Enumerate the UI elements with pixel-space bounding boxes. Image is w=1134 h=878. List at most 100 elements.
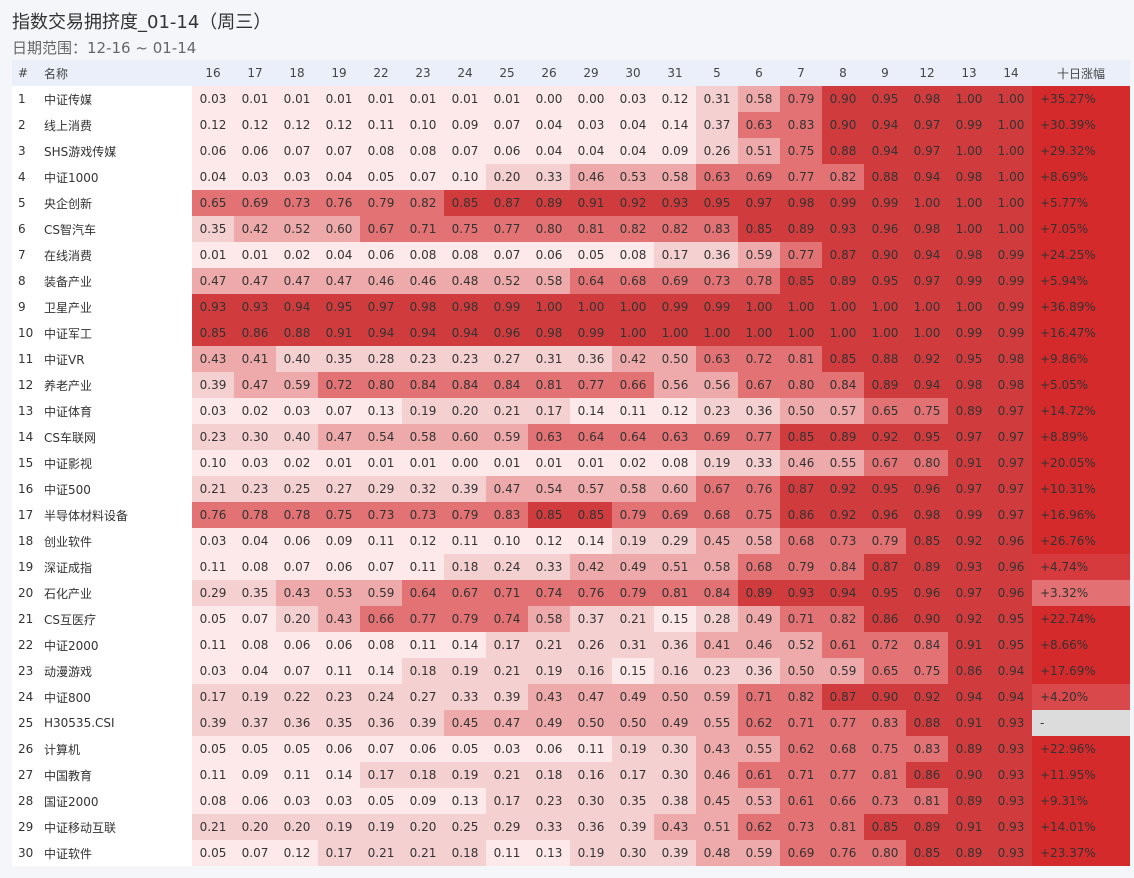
heatmap-cell: 0.41 xyxy=(696,632,738,658)
heatmap-cell: 0.64 xyxy=(570,268,612,294)
heatmap-cell: 1.00 xyxy=(696,320,738,346)
heatmap-cell: 0.43 xyxy=(276,580,318,606)
ten-day-change: +5.05% xyxy=(1032,372,1130,398)
heatmap-cell: 0.05 xyxy=(360,164,402,190)
heatmap-cell: 0.01 xyxy=(360,450,402,476)
heatmap-cell: 0.94 xyxy=(360,320,402,346)
heatmap-cell: 0.36 xyxy=(738,398,780,424)
heatmap-cell: 0.07 xyxy=(234,840,276,866)
heatmap-cell: 0.01 xyxy=(528,450,570,476)
heatmap-cell: 0.39 xyxy=(612,814,654,840)
heatmap-cell: 0.67 xyxy=(444,580,486,606)
heatmap-cell: 0.82 xyxy=(780,684,822,710)
heatmap-cell: 0.93 xyxy=(234,294,276,320)
row-index: 21 xyxy=(12,606,44,632)
heatmap-cell: 0.97 xyxy=(738,190,780,216)
heatmap-cell: 0.93 xyxy=(990,762,1032,788)
heatmap-cell: 0.94 xyxy=(990,684,1032,710)
heatmap-cell: 0.80 xyxy=(780,372,822,398)
row-index: 17 xyxy=(12,502,44,528)
heatmap-cell: 0.98 xyxy=(948,164,990,190)
heatmap-cell: 0.35 xyxy=(192,216,234,242)
heatmap-cell: 0.05 xyxy=(570,242,612,268)
heatmap-cell: 0.32 xyxy=(402,476,444,502)
heatmap-cell: 0.19 xyxy=(234,684,276,710)
heatmap-cell: 0.96 xyxy=(990,580,1032,606)
heatmap-cell: 0.47 xyxy=(234,268,276,294)
heatmap-cell: 0.64 xyxy=(612,424,654,450)
heatmap-cell: 0.97 xyxy=(948,476,990,502)
heatmap-cell: 0.64 xyxy=(570,424,612,450)
heatmap-cell: 0.36 xyxy=(360,710,402,736)
heatmap-cell: 0.89 xyxy=(948,398,990,424)
heatmap-cell: 0.76 xyxy=(738,476,780,502)
row-index: 3 xyxy=(12,138,44,164)
heatmap-cell: 0.18 xyxy=(528,762,570,788)
header-row: # 名称 16 17 18 19 22 23 24 25 26 29 30 31 5 6 7 8 9 12 13 14… xyxy=(12,60,1130,86)
heatmap-cell: 0.68 xyxy=(780,528,822,554)
heatmap-cell: 0.05 xyxy=(192,840,234,866)
heatmap-cell: 0.91 xyxy=(948,814,990,840)
heatmap-cell: 0.95 xyxy=(318,294,360,320)
table-row: 12 养老产业 0.39 0.47 0.59 0.72 0.80 0.84 0.84 0.84 0.… xyxy=(12,372,1130,398)
heatmap-cell: 0.95 xyxy=(990,632,1032,658)
heatmap-cell: 0.29 xyxy=(192,580,234,606)
heatmap-cell: 0.17 xyxy=(654,242,696,268)
heatmap-cell: 0.23 xyxy=(192,424,234,450)
heatmap-cell: 0.26 xyxy=(570,632,612,658)
ten-day-change: +35.27% xyxy=(1032,86,1130,112)
table-row: 25 H30535.CSI 0.39 0.37 0.36 0.35 0.36 0.39 0.45… xyxy=(12,710,1130,736)
heatmap-cell: 0.38 xyxy=(654,788,696,814)
heatmap-cell: 0.18 xyxy=(444,554,486,580)
heatmap-cell: 0.93 xyxy=(822,216,864,242)
heatmap-cell: 0.06 xyxy=(318,554,360,580)
heatmap-cell: 0.06 xyxy=(192,138,234,164)
heatmap-cell: 1.00 xyxy=(990,112,1032,138)
heatmap-cell: 0.71 xyxy=(402,216,444,242)
table-row: 19 深证成指 0.11 0.08 0.07 0.06 0.07 0.11 0.18 0.24 0.… xyxy=(12,554,1130,580)
heatmap-cell: 0.47 xyxy=(486,476,528,502)
heatmap-cell: 0.75 xyxy=(864,736,906,762)
heatmap-cell: 0.90 xyxy=(948,762,990,788)
heatmap-cell: 0.91 xyxy=(948,710,990,736)
heatmap-cell: 0.03 xyxy=(276,398,318,424)
row-index: 12 xyxy=(12,372,44,398)
heatmap-cell: 0.55 xyxy=(822,450,864,476)
table-row: 29 中证移动互联 0.21 0.20 0.20 0.19 0.19 0.20 0.25 0.29… xyxy=(12,814,1130,840)
heatmap-cell: 0.04 xyxy=(192,164,234,190)
heatmap-cell: 0.98 xyxy=(990,372,1032,398)
index-name: 装备产业 xyxy=(44,268,192,294)
index-name: 线上消费 xyxy=(44,112,192,138)
heatmap-cell: 0.00 xyxy=(528,86,570,112)
heatmap-cell: 0.89 xyxy=(822,424,864,450)
heatmap-cell: 0.12 xyxy=(654,398,696,424)
heatmap-cell: 0.97 xyxy=(990,476,1032,502)
heatmap-cell: 0.06 xyxy=(528,736,570,762)
heatmap-cell: 0.27 xyxy=(486,346,528,372)
heatmap-cell: 0.94 xyxy=(276,294,318,320)
heatmap-cell: 0.29 xyxy=(486,814,528,840)
heatmap-cell: 0.04 xyxy=(612,112,654,138)
heatmap-cell: 0.07 xyxy=(360,554,402,580)
header-date: 24 xyxy=(444,60,486,86)
header-date: 14 xyxy=(990,60,1032,86)
heatmap-cell: 0.59 xyxy=(360,580,402,606)
heatmap-cell: 0.92 xyxy=(822,502,864,528)
heatmap-cell: 0.84 xyxy=(822,372,864,398)
heatmap-cell: 0.93 xyxy=(990,710,1032,736)
heatmap-cell: 0.91 xyxy=(948,632,990,658)
heatmap-cell: 0.45 xyxy=(696,528,738,554)
heatmap-cell: 0.21 xyxy=(192,814,234,840)
heatmap-cell: 1.00 xyxy=(612,294,654,320)
heatmap-cell: 0.09 xyxy=(654,138,696,164)
heatmap-cell: 0.53 xyxy=(738,788,780,814)
heatmap-cell: 0.97 xyxy=(906,268,948,294)
heatmap-cell: 0.81 xyxy=(528,372,570,398)
heatmap-cell: 0.83 xyxy=(864,710,906,736)
heatmap-cell: 1.00 xyxy=(528,294,570,320)
ten-day-change: +9.31% xyxy=(1032,788,1130,814)
index-name: 央企创新 xyxy=(44,190,192,216)
heatmap-cell: 0.99 xyxy=(948,112,990,138)
table-row: 15 中证影视 0.10 0.03 0.02 0.01 0.01 0.01 0.00 0.01 0.… xyxy=(12,450,1130,476)
heatmap-cell: 0.39 xyxy=(444,476,486,502)
